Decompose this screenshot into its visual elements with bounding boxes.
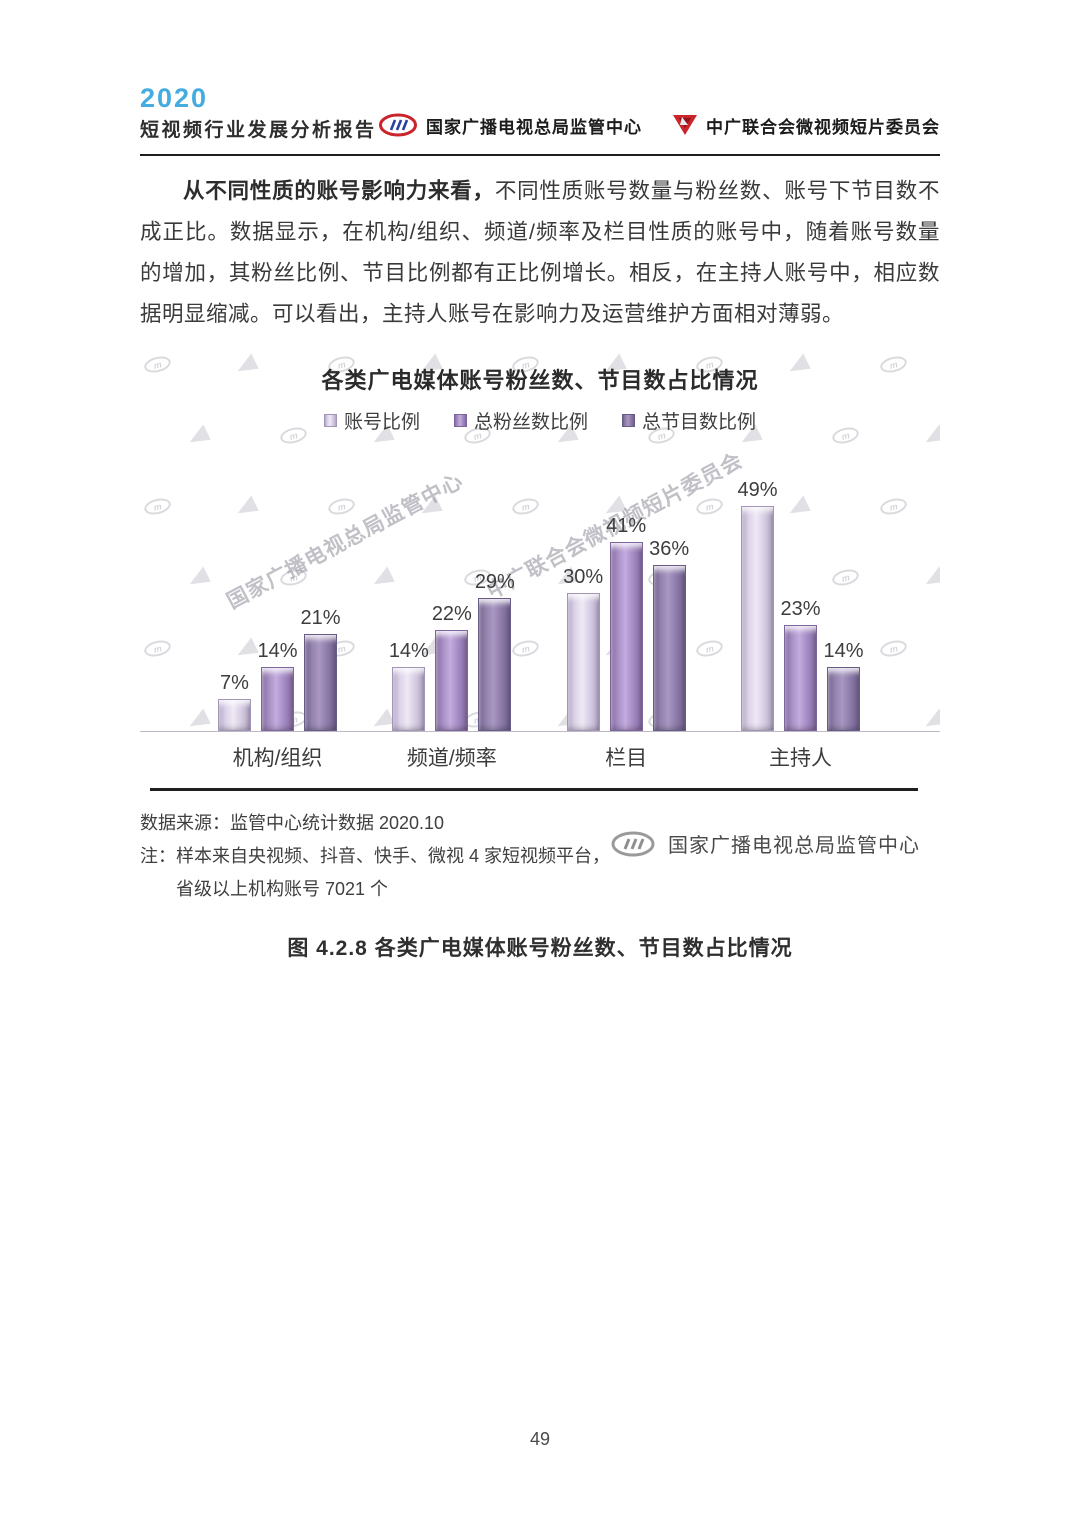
bar <box>566 593 600 731</box>
bar <box>783 625 817 731</box>
data-source-note: 数据来源：监管中心统计数据 2020.10 <box>140 813 445 833</box>
bar-value-label: 22% <box>431 602 472 625</box>
bar <box>609 542 643 731</box>
bar-wrap: 23% <box>780 598 821 731</box>
bar-group: 14% 22% 29% <box>389 571 515 731</box>
bar-wrap: 22% <box>432 603 472 731</box>
paragraph-lead: 从不同性质的账号影响力来看， <box>183 179 495 203</box>
header-orgs: 国家广播电视总局监管中心 中广联合会微视频短片委员会 <box>378 112 940 142</box>
nrta-oval-logo-icon <box>379 113 417 137</box>
figure-notes: 数据来源：监管中心统计数据 2020.10 注：样本来自央视频、抖音、快手、微视… <box>140 807 610 906</box>
chart-plot: 7% 14% 21% 14% 22% 29% 30% 41% 36% 49% 23% 14% <box>140 440 940 732</box>
bar-value-label: 30% <box>563 566 604 588</box>
bar-group: 7% 14% 21% <box>218 607 341 731</box>
bar-wrap: 41% <box>606 515 646 731</box>
bar <box>392 666 426 731</box>
figure-org: 国家广播电视总局监管中心 <box>610 829 920 858</box>
bar-value-label: 36% <box>649 538 690 561</box>
bar-wrap: 30% <box>563 566 603 731</box>
bar-wrap: 36% <box>649 538 689 731</box>
bar-group: 49% 23% 14% <box>737 479 864 731</box>
nrta-gray-logo-icon <box>611 831 655 856</box>
brand-year: 2020 <box>140 83 209 113</box>
bar <box>261 666 294 731</box>
bar-value-label: 29% <box>474 570 515 593</box>
figure-caption: 图 4.2.8 各类广电媒体账号粉丝数、节目数占比情况 <box>287 937 793 960</box>
bar <box>435 629 469 731</box>
legend-swatch-icon <box>323 414 337 427</box>
bar-value-label: 14% <box>257 639 298 662</box>
bar-value-label: 49% <box>737 478 778 501</box>
legend-swatch-icon <box>453 414 467 427</box>
legend-item: 总节目数比例 <box>622 407 756 434</box>
bar-group: 30% 41% 36% <box>563 515 689 731</box>
bar-value-label: 23% <box>780 598 821 621</box>
report-brand: 2020 短视频行业发展分析报告 <box>140 85 377 142</box>
legend-label: 总节目数比例 <box>642 412 757 433</box>
org1-name: 国家广播电视总局监管中心 <box>426 117 642 137</box>
sample-note-line2: 省级以上机构账号 7021 个 <box>176 879 389 899</box>
bar-wrap: 14% <box>257 640 298 731</box>
brand-report-title: 短视频行业发展分析报告 <box>140 120 377 141</box>
org1-item: 国家广播电视总局监管中心 <box>378 112 642 138</box>
category-label: 机构/组织 <box>232 747 323 770</box>
org2-name: 中广联合会微视频短片委员会 <box>706 117 940 137</box>
bar-wrap: 14% <box>389 640 429 731</box>
bar-value-label: 14% <box>823 639 864 662</box>
org2-item: 中广联合会微视频短片委员会 <box>672 113 940 138</box>
bar-value-label: 7% <box>220 671 249 694</box>
cmsc-triangle-logo-icon <box>673 115 697 135</box>
bar <box>218 698 251 731</box>
bar-wrap: 14% <box>823 640 864 731</box>
bar-wrap: 7% <box>218 672 251 731</box>
bar <box>304 634 337 731</box>
category-axis: 机构/组织 频道/频率 栏目 主持人 <box>140 742 940 772</box>
bar-value-label: 14% <box>388 639 429 662</box>
category-label: 频道/频率 <box>406 747 497 770</box>
bar <box>826 666 860 731</box>
legend-label: 账号比例 <box>343 412 420 433</box>
paragraph-body: 不同性质账号数量与粉丝数、账号下节目数不成正比。数据显示，在机构/组织、频道/频… <box>140 179 940 326</box>
legend-label: 总粉丝数比例 <box>473 412 588 433</box>
bar-value-label: 21% <box>300 607 341 630</box>
bar-value-label: 41% <box>606 515 647 538</box>
body-paragraph: 从不同性质的账号影响力来看，不同性质账号数量与粉丝数、账号下节目数不成正比。数据… <box>140 171 940 335</box>
bar <box>740 505 774 731</box>
chart-title: 各类广电媒体账号粉丝数、节目数占比情况 <box>321 368 759 393</box>
figure-footer: 数据来源：监管中心统计数据 2020.10 注：样本来自央视频、抖音、快手、微视… <box>140 807 940 906</box>
bar <box>478 597 512 731</box>
category-label: 主持人 <box>768 747 832 770</box>
bar-wrap: 29% <box>475 571 515 731</box>
legend-item: 账号比例 <box>323 407 420 434</box>
legend-swatch-icon <box>622 414 635 427</box>
sample-note-line1: 注：样本来自央视频、抖音、快手、微视 4 家短视频平台， <box>140 846 611 866</box>
bar-wrap: 21% <box>300 607 341 731</box>
figure-bottom-rule <box>150 788 918 791</box>
chart-legend: 账号比例 总粉丝数比例 总节目数比例 <box>140 407 940 434</box>
page-number: 49 <box>529 1429 551 1449</box>
legend-item: 总粉丝数比例 <box>453 407 588 434</box>
figure-org-name: 国家广播电视总局监管中心 <box>668 835 920 857</box>
chart-figure: 国家广播电视总局监管中心 中广联合会微视频短片委员会 各类广电媒体账号粉丝数、节… <box>140 351 940 962</box>
bar <box>652 565 686 731</box>
category-label: 栏目 <box>605 747 648 770</box>
page-header: 2020 短视频行业发展分析报告 国家广播电视总局监管中心 中广联合 <box>140 85 940 156</box>
bar-wrap: 49% <box>737 479 778 731</box>
